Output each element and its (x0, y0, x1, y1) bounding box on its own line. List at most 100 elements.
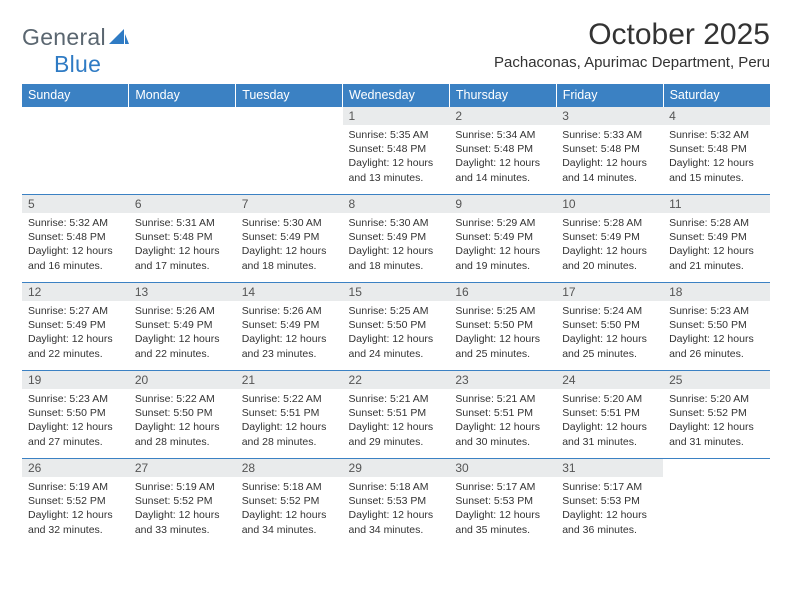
calendar-day-cell: 30Sunrise: 5:17 AMSunset: 5:53 PMDayligh… (449, 459, 556, 547)
day-number: 18 (663, 283, 770, 301)
daylight-text: Daylight: 12 hours and 35 minutes. (455, 508, 550, 536)
calendar-table: SundayMondayTuesdayWednesdayThursdayFrid… (22, 84, 770, 547)
day-number: 15 (343, 283, 450, 301)
sunrise-text: Sunrise: 5:35 AM (349, 128, 444, 142)
calendar-day-cell: 24Sunrise: 5:20 AMSunset: 5:51 PMDayligh… (556, 371, 663, 459)
sunset-text: Sunset: 5:48 PM (135, 230, 230, 244)
sunrise-text: Sunrise: 5:26 AM (242, 304, 337, 318)
sunset-text: Sunset: 5:48 PM (349, 142, 444, 156)
calendar-day-cell: 23Sunrise: 5:21 AMSunset: 5:51 PMDayligh… (449, 371, 556, 459)
daylight-text: Daylight: 12 hours and 31 minutes. (669, 420, 764, 448)
sunrise-text: Sunrise: 5:26 AM (135, 304, 230, 318)
day-details: Sunrise: 5:23 AMSunset: 5:50 PMDaylight:… (22, 389, 129, 453)
day-number: 20 (129, 371, 236, 389)
day-number: 1 (343, 107, 450, 125)
daylight-text: Daylight: 12 hours and 19 minutes. (455, 244, 550, 272)
weekday-header: Sunday (22, 84, 129, 107)
weekday-header: Monday (129, 84, 236, 107)
daylight-text: Daylight: 12 hours and 32 minutes. (28, 508, 123, 536)
sunrise-text: Sunrise: 5:28 AM (562, 216, 657, 230)
sunrise-text: Sunrise: 5:21 AM (349, 392, 444, 406)
sunrise-text: Sunrise: 5:17 AM (562, 480, 657, 494)
location-subtitle: Pachaconas, Apurimac Department, Peru (494, 54, 770, 71)
day-number: 2 (449, 107, 556, 125)
daylight-text: Daylight: 12 hours and 21 minutes. (669, 244, 764, 272)
day-number: 7 (236, 195, 343, 213)
day-number: 25 (663, 371, 770, 389)
day-details: Sunrise: 5:21 AMSunset: 5:51 PMDaylight:… (449, 389, 556, 453)
day-details: Sunrise: 5:21 AMSunset: 5:51 PMDaylight:… (343, 389, 450, 453)
day-details: Sunrise: 5:20 AMSunset: 5:52 PMDaylight:… (663, 389, 770, 453)
sunset-text: Sunset: 5:52 PM (242, 494, 337, 508)
day-details: Sunrise: 5:17 AMSunset: 5:53 PMDaylight:… (556, 477, 663, 541)
daylight-text: Daylight: 12 hours and 25 minutes. (562, 332, 657, 360)
daylight-text: Daylight: 12 hours and 22 minutes. (135, 332, 230, 360)
daylight-text: Daylight: 12 hours and 29 minutes. (349, 420, 444, 448)
day-number: 11 (663, 195, 770, 213)
day-details: Sunrise: 5:18 AMSunset: 5:53 PMDaylight:… (343, 477, 450, 541)
calendar-row: 26Sunrise: 5:19 AMSunset: 5:52 PMDayligh… (22, 459, 770, 547)
daylight-text: Daylight: 12 hours and 28 minutes. (135, 420, 230, 448)
sunrise-text: Sunrise: 5:28 AM (669, 216, 764, 230)
sunset-text: Sunset: 5:49 PM (135, 318, 230, 332)
daylight-text: Daylight: 12 hours and 16 minutes. (28, 244, 123, 272)
day-number: 29 (343, 459, 450, 477)
sunset-text: Sunset: 5:49 PM (242, 318, 337, 332)
sunset-text: Sunset: 5:48 PM (669, 142, 764, 156)
calendar-day-cell: 2Sunrise: 5:34 AMSunset: 5:48 PMDaylight… (449, 107, 556, 195)
calendar-day-cell: 27Sunrise: 5:19 AMSunset: 5:52 PMDayligh… (129, 459, 236, 547)
calendar-day-cell: 15Sunrise: 5:25 AMSunset: 5:50 PMDayligh… (343, 283, 450, 371)
calendar-day-cell: 18Sunrise: 5:23 AMSunset: 5:50 PMDayligh… (663, 283, 770, 371)
calendar-day-cell: 25Sunrise: 5:20 AMSunset: 5:52 PMDayligh… (663, 371, 770, 459)
daylight-text: Daylight: 12 hours and 30 minutes. (455, 420, 550, 448)
day-number: 22 (343, 371, 450, 389)
day-number: 23 (449, 371, 556, 389)
calendar-row: 5Sunrise: 5:32 AMSunset: 5:48 PMDaylight… (22, 195, 770, 283)
sunset-text: Sunset: 5:50 PM (135, 406, 230, 420)
calendar-day-cell: 5Sunrise: 5:32 AMSunset: 5:48 PMDaylight… (22, 195, 129, 283)
day-number: 5 (22, 195, 129, 213)
daylight-text: Daylight: 12 hours and 33 minutes. (135, 508, 230, 536)
day-number: 17 (556, 283, 663, 301)
sunset-text: Sunset: 5:50 PM (455, 318, 550, 332)
calendar-row: 1Sunrise: 5:35 AMSunset: 5:48 PMDaylight… (22, 107, 770, 195)
calendar-day-cell: 21Sunrise: 5:22 AMSunset: 5:51 PMDayligh… (236, 371, 343, 459)
calendar-day-cell: 26Sunrise: 5:19 AMSunset: 5:52 PMDayligh… (22, 459, 129, 547)
sunset-text: Sunset: 5:49 PM (455, 230, 550, 244)
sunset-text: Sunset: 5:48 PM (28, 230, 123, 244)
calendar-day-cell: 3Sunrise: 5:33 AMSunset: 5:48 PMDaylight… (556, 107, 663, 195)
sunrise-text: Sunrise: 5:18 AM (349, 480, 444, 494)
day-number: 21 (236, 371, 343, 389)
sunrise-text: Sunrise: 5:20 AM (562, 392, 657, 406)
calendar-day-cell: 28Sunrise: 5:18 AMSunset: 5:52 PMDayligh… (236, 459, 343, 547)
sunset-text: Sunset: 5:49 PM (669, 230, 764, 244)
daylight-text: Daylight: 12 hours and 31 minutes. (562, 420, 657, 448)
sunrise-text: Sunrise: 5:23 AM (28, 392, 123, 406)
daylight-text: Daylight: 12 hours and 17 minutes. (135, 244, 230, 272)
daylight-text: Daylight: 12 hours and 26 minutes. (669, 332, 764, 360)
day-details: Sunrise: 5:23 AMSunset: 5:50 PMDaylight:… (663, 301, 770, 365)
sunset-text: Sunset: 5:53 PM (455, 494, 550, 508)
sunrise-text: Sunrise: 5:19 AM (135, 480, 230, 494)
calendar-day-cell: 4Sunrise: 5:32 AMSunset: 5:48 PMDaylight… (663, 107, 770, 195)
day-details: Sunrise: 5:24 AMSunset: 5:50 PMDaylight:… (556, 301, 663, 365)
day-details: Sunrise: 5:30 AMSunset: 5:49 PMDaylight:… (343, 213, 450, 277)
day-details: Sunrise: 5:26 AMSunset: 5:49 PMDaylight:… (236, 301, 343, 365)
calendar-day-cell: 19Sunrise: 5:23 AMSunset: 5:50 PMDayligh… (22, 371, 129, 459)
weekday-header: Tuesday (236, 84, 343, 107)
calendar-day-cell: 13Sunrise: 5:26 AMSunset: 5:49 PMDayligh… (129, 283, 236, 371)
page-header: GeneralBlue October 2025 Pachaconas, Apu… (22, 18, 770, 78)
brand-logo: GeneralBlue (22, 24, 131, 78)
sunset-text: Sunset: 5:53 PM (349, 494, 444, 508)
sunrise-text: Sunrise: 5:25 AM (455, 304, 550, 318)
day-details: Sunrise: 5:31 AMSunset: 5:48 PMDaylight:… (129, 213, 236, 277)
calendar-day-cell: 17Sunrise: 5:24 AMSunset: 5:50 PMDayligh… (556, 283, 663, 371)
sunset-text: Sunset: 5:51 PM (242, 406, 337, 420)
sunset-text: Sunset: 5:50 PM (28, 406, 123, 420)
calendar-day-cell: 11 Sunrise: 5:28 AMSunset: 5:49 PMDayligh… (663, 195, 770, 283)
sunrise-text: Sunrise: 5:21 AM (455, 392, 550, 406)
calendar-day-cell: 22Sunrise: 5:21 AMSunset: 5:51 PMDayligh… (343, 371, 450, 459)
calendar-row: 12Sunrise: 5:27 AMSunset: 5:49 PMDayligh… (22, 283, 770, 371)
day-details: Sunrise: 5:20 AMSunset: 5:51 PMDaylight:… (556, 389, 663, 453)
day-details: Sunrise: 5:22 AMSunset: 5:50 PMDaylight:… (129, 389, 236, 453)
